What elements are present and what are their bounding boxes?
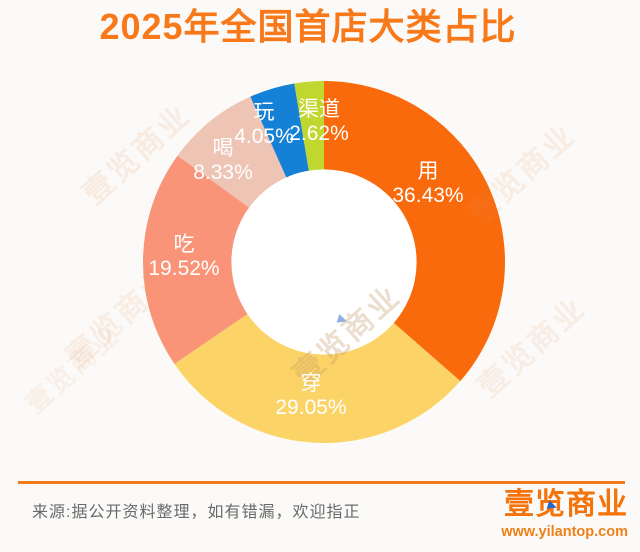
- donut-slice-喝: [177, 96, 287, 208]
- donut-hole: [231, 169, 417, 355]
- donut-slice-渠道: [294, 81, 324, 172]
- brand-logo-text: 壹览商业: [504, 488, 628, 521]
- donut-slice-用: [324, 81, 506, 382]
- footer-divider: [18, 481, 625, 484]
- donut-slice-穿: [174, 313, 461, 444]
- source-note: 来源:据公开资料整理，如有错漏，欢迎指正: [32, 504, 361, 521]
- brand-logo: 壹览商业 ▶: [501, 488, 628, 522]
- donut-slice-吃: [143, 155, 250, 364]
- brand-url: www.yilantop.com: [501, 524, 628, 540]
- donut-slice-玩: [250, 83, 309, 178]
- brand-block: 壹览商业 ▶ www.yilantop.com: [501, 488, 628, 540]
- page-title: 2025年全国首店大类占比: [99, 6, 517, 47]
